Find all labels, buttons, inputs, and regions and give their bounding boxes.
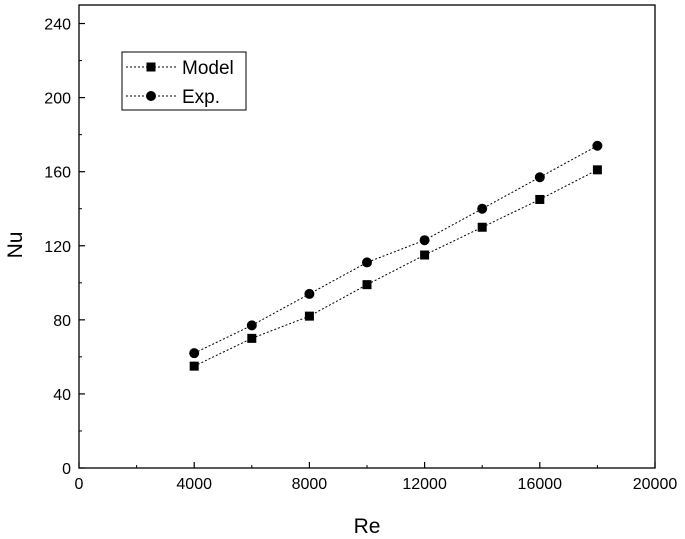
legend-marker-exp <box>146 91 156 101</box>
legend-label-model: Model <box>182 58 234 79</box>
series-exp <box>189 140 603 359</box>
x-tick-label: 4000 <box>176 476 212 493</box>
x-tick-label: 16000 <box>518 476 563 493</box>
x-tick-label: 0 <box>75 476 84 493</box>
legend-marker-model <box>146 62 156 72</box>
data-point-exp <box>189 348 200 359</box>
data-point-model <box>535 194 545 204</box>
y-tick-label: 240 <box>44 17 71 34</box>
legend: Model Exp. <box>121 51 247 111</box>
data-point-model <box>189 361 199 371</box>
data-point-exp <box>477 203 488 214</box>
x-axis-title: Re <box>354 515 381 538</box>
data-point-exp <box>362 257 372 268</box>
series-layer <box>189 140 603 371</box>
data-point-model <box>304 311 314 321</box>
data-point-exp <box>592 140 603 151</box>
series-model <box>189 165 602 371</box>
y-axis-title: Nu <box>4 232 27 259</box>
data-point-exp <box>304 288 315 299</box>
y-tick-label: 40 <box>53 387 71 404</box>
x-tick-label: 20000 <box>633 476 678 493</box>
y-axis-ticks: 0 40 80 120 160 200 240 <box>44 17 85 478</box>
x-tick-label: 12000 <box>402 476 447 493</box>
y-tick-label: 120 <box>44 239 71 256</box>
data-point-model <box>362 280 372 290</box>
series-line-model <box>193 169 598 367</box>
legend-box <box>121 51 247 111</box>
data-point-exp <box>246 320 257 331</box>
x-axis-ticks: 0 4000 8000 12000 16000 20000 <box>75 462 678 493</box>
data-point-model <box>592 165 602 175</box>
y-tick-label: 160 <box>44 165 71 182</box>
y-tick-label: 200 <box>44 91 71 108</box>
legend-label-exp: Exp. <box>182 87 220 108</box>
data-point-exp <box>419 235 430 246</box>
data-point-exp <box>534 172 545 183</box>
data-point-model <box>247 333 257 343</box>
x-tick-label: 8000 <box>292 476 328 493</box>
y-tick-label: 80 <box>53 313 71 330</box>
data-point-model <box>477 222 487 232</box>
series-line-exp <box>193 145 598 354</box>
data-point-model <box>420 250 430 260</box>
y-tick-label: 0 <box>62 461 71 478</box>
